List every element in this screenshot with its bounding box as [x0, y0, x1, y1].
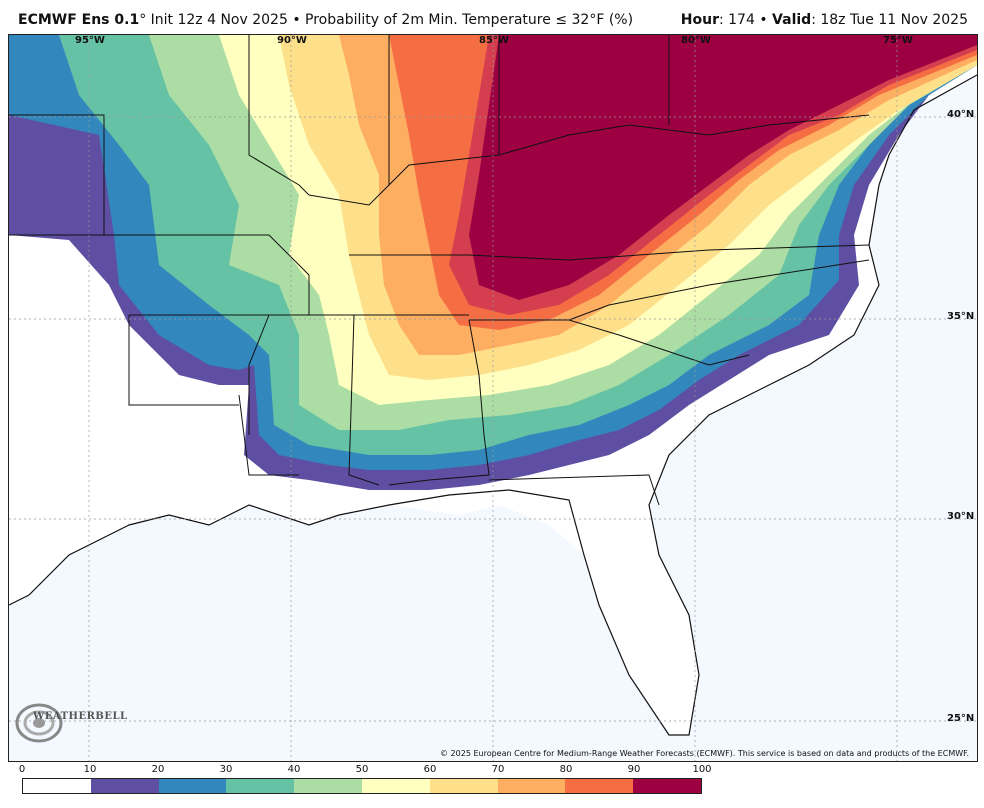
- le-symbol: ≤: [555, 12, 568, 28]
- colorbar-segment: [429, 779, 498, 793]
- colorbar-segment: [23, 779, 91, 793]
- hour-value: : 174: [718, 12, 755, 28]
- colorbar-segment: [565, 779, 634, 793]
- map-panel: 40°N 35°N 30°N 25°N 95°W 90°W 85°W 80°W …: [8, 34, 978, 762]
- lat-label-35n: 35°N: [947, 311, 975, 322]
- copyright-text: © 2025 European Centre for Medium-Range …: [440, 749, 969, 758]
- colorbar-tick: 60: [423, 764, 437, 775]
- logo-text: WEATHERBELL: [33, 711, 128, 722]
- title-bullet: •: [292, 12, 301, 28]
- colorbar-tick: 100: [692, 764, 712, 775]
- degree-symbol: °: [139, 12, 147, 28]
- header: ECMWF Ens 0.1° Init 12z 4 Nov 2025 • Pro…: [0, 0, 984, 34]
- swirl-icon: [15, 703, 63, 743]
- colorbar-tick: 90: [627, 764, 641, 775]
- lon-label-95w: 95°W: [75, 35, 105, 46]
- lat-label-30n: 30°N: [947, 511, 975, 522]
- colorbar-segment: [633, 779, 701, 793]
- lat-label-25n: 25°N: [947, 713, 975, 724]
- colorbar-segment: [294, 779, 362, 793]
- valid-value: : 18z Tue 11 Nov 2025: [811, 12, 968, 28]
- colorbar-tick: 80: [559, 764, 573, 775]
- colorbar-tick: 20: [151, 764, 165, 775]
- lat-label-40n: 40°N: [947, 109, 975, 120]
- colorbar-tick: 0: [18, 764, 26, 775]
- colorbar-segment: [158, 779, 227, 793]
- probability-map: [9, 35, 977, 761]
- colorbar-strip: [22, 778, 702, 794]
- colorbar-segment: [90, 779, 159, 793]
- colorbar-tick: 10: [83, 764, 97, 775]
- colorbar-segment: [497, 779, 566, 793]
- lon-label-85w: 85°W: [479, 35, 509, 46]
- threshold-value: 32: [571, 12, 590, 28]
- colorbar-segment: [361, 779, 430, 793]
- lon-label-80w: 80°W: [681, 35, 711, 46]
- band-max: [469, 35, 977, 300]
- graticule: [9, 35, 977, 761]
- colorbar-tick: 70: [491, 764, 505, 775]
- lon-label-90w: 90°W: [277, 35, 307, 46]
- threshold-unit: °F (%): [589, 12, 634, 28]
- weatherbell-logo: WEATHERBELL: [13, 699, 127, 747]
- map-title: ECMWF Ens 0.1° Init 12z 4 Nov 2025 • Pro…: [18, 12, 633, 28]
- valid-bullet: •: [759, 12, 768, 28]
- colorbar-segment: [226, 779, 295, 793]
- model-name: ECMWF Ens 0.1: [18, 12, 140, 28]
- valid-time-info: Hour: 174 • Valid: 18z Tue 11 Nov 2025: [681, 12, 968, 28]
- product-name: Probability of 2m Min. Temperature: [305, 12, 551, 28]
- colorbar-tick: 40: [287, 764, 301, 775]
- florida-land: [389, 490, 699, 735]
- colorbar: 0 10 20 30 40 50 60 70 80 90 100: [18, 764, 712, 794]
- state-borders: [9, 35, 870, 506]
- valid-label: Valid: [772, 12, 812, 28]
- init-time: Init 12z 4 Nov 2025: [150, 12, 288, 28]
- hour-label: Hour: [680, 12, 719, 28]
- lon-label-75w: 75°W: [883, 35, 913, 46]
- colorbar-tick: 30: [219, 764, 233, 775]
- coastline: [9, 74, 977, 736]
- colorbar-tick: 50: [355, 764, 369, 775]
